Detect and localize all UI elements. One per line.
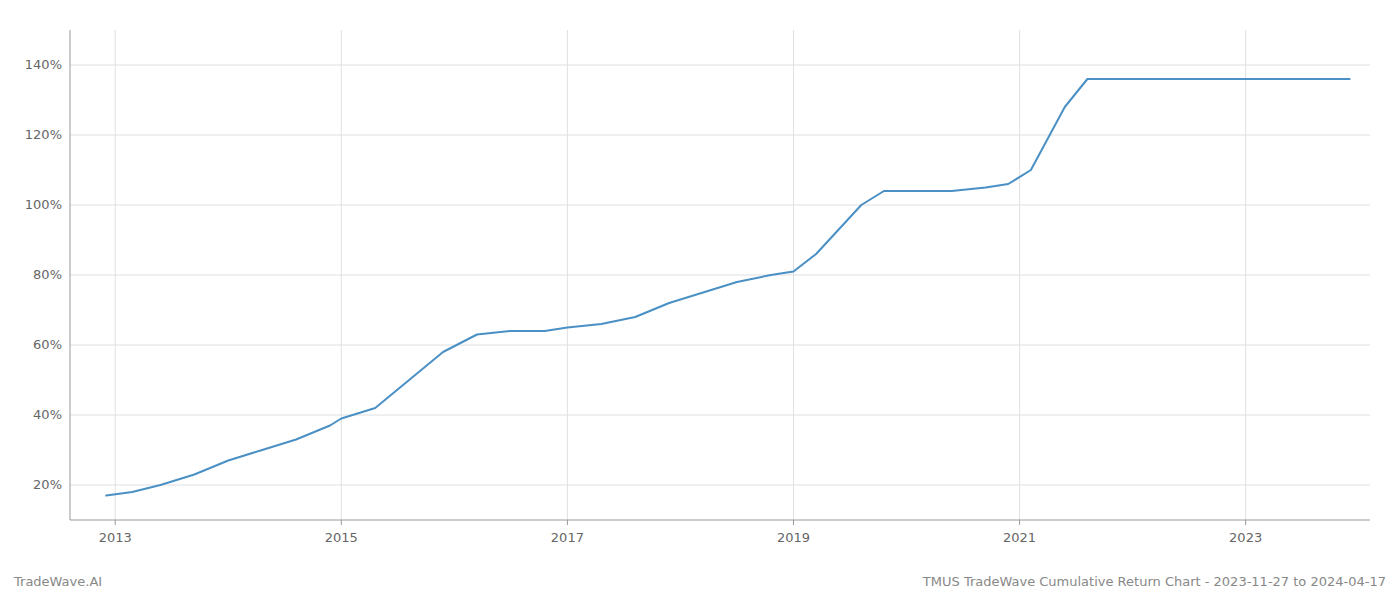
- x-axis-line: [70, 520, 1370, 521]
- x-tick-label: 2021: [1003, 530, 1036, 545]
- x-grid-line: [115, 30, 116, 520]
- y-tick-label: 20%: [33, 477, 62, 492]
- x-tick: [1245, 520, 1246, 525]
- x-tick: [793, 520, 794, 525]
- title: TMUS TradeWave Cumulative Return Chart -…: [922, 574, 1386, 589]
- line: [106, 79, 1349, 496]
- x-tick: [1019, 520, 1020, 525]
- grid: [70, 30, 1370, 520]
- y-tick-label: 140%: [25, 57, 62, 72]
- x-tick: [341, 520, 342, 525]
- plot-area: [106, 79, 1349, 496]
- x-tick: [567, 520, 568, 525]
- x-tick-label: 2013: [99, 530, 132, 545]
- y-grid-line: [70, 135, 1370, 136]
- footer-label: TradeWave.AI: [13, 574, 102, 589]
- y-axis-line: [70, 30, 71, 520]
- x-grid-line: [567, 30, 568, 520]
- x-tick: [115, 520, 116, 525]
- x-grid-line: [1019, 30, 1020, 520]
- x-tick-label: 2017: [551, 530, 584, 545]
- x-grid-line: [793, 30, 794, 520]
- x-tick-label: 2023: [1229, 530, 1262, 545]
- x-tick-label: 2019: [777, 530, 810, 545]
- chart-container: 20% 40% 60% 80% 100% 120% 140% 2013 2015 2017 2019…: [0, 0, 1400, 600]
- x-grid-line: [341, 30, 342, 520]
- x-tick-label: 2015: [325, 530, 358, 545]
- y-tick-label: 120%: [25, 127, 62, 142]
- y-tick-label: 100%: [25, 197, 62, 212]
- footer: TradeWave.AI TMUS TradeWave Cumulative Re…: [13, 574, 1386, 589]
- y-tick-label: 40%: [33, 407, 62, 422]
- y-grid-line: [70, 205, 1370, 206]
- y-grid-line: [70, 415, 1370, 416]
- y-tick-label: 80%: [33, 267, 62, 282]
- x-grid-line: [1245, 30, 1246, 520]
- y-grid-line: [70, 65, 1370, 66]
- axes: 20% 40% 60% 80% 100% 120% 140% 2013 2015 2017 2019…: [25, 30, 1370, 545]
- y-grid-line: [70, 345, 1370, 346]
- y-grid-line: [70, 485, 1370, 486]
- chart-svg: 20% 40% 60% 80% 100% 120% 140% 2013 2015 2017 2019…: [0, 0, 1400, 600]
- y-grid-line: [70, 275, 1370, 276]
- y-tick-label: 60%: [33, 337, 62, 352]
